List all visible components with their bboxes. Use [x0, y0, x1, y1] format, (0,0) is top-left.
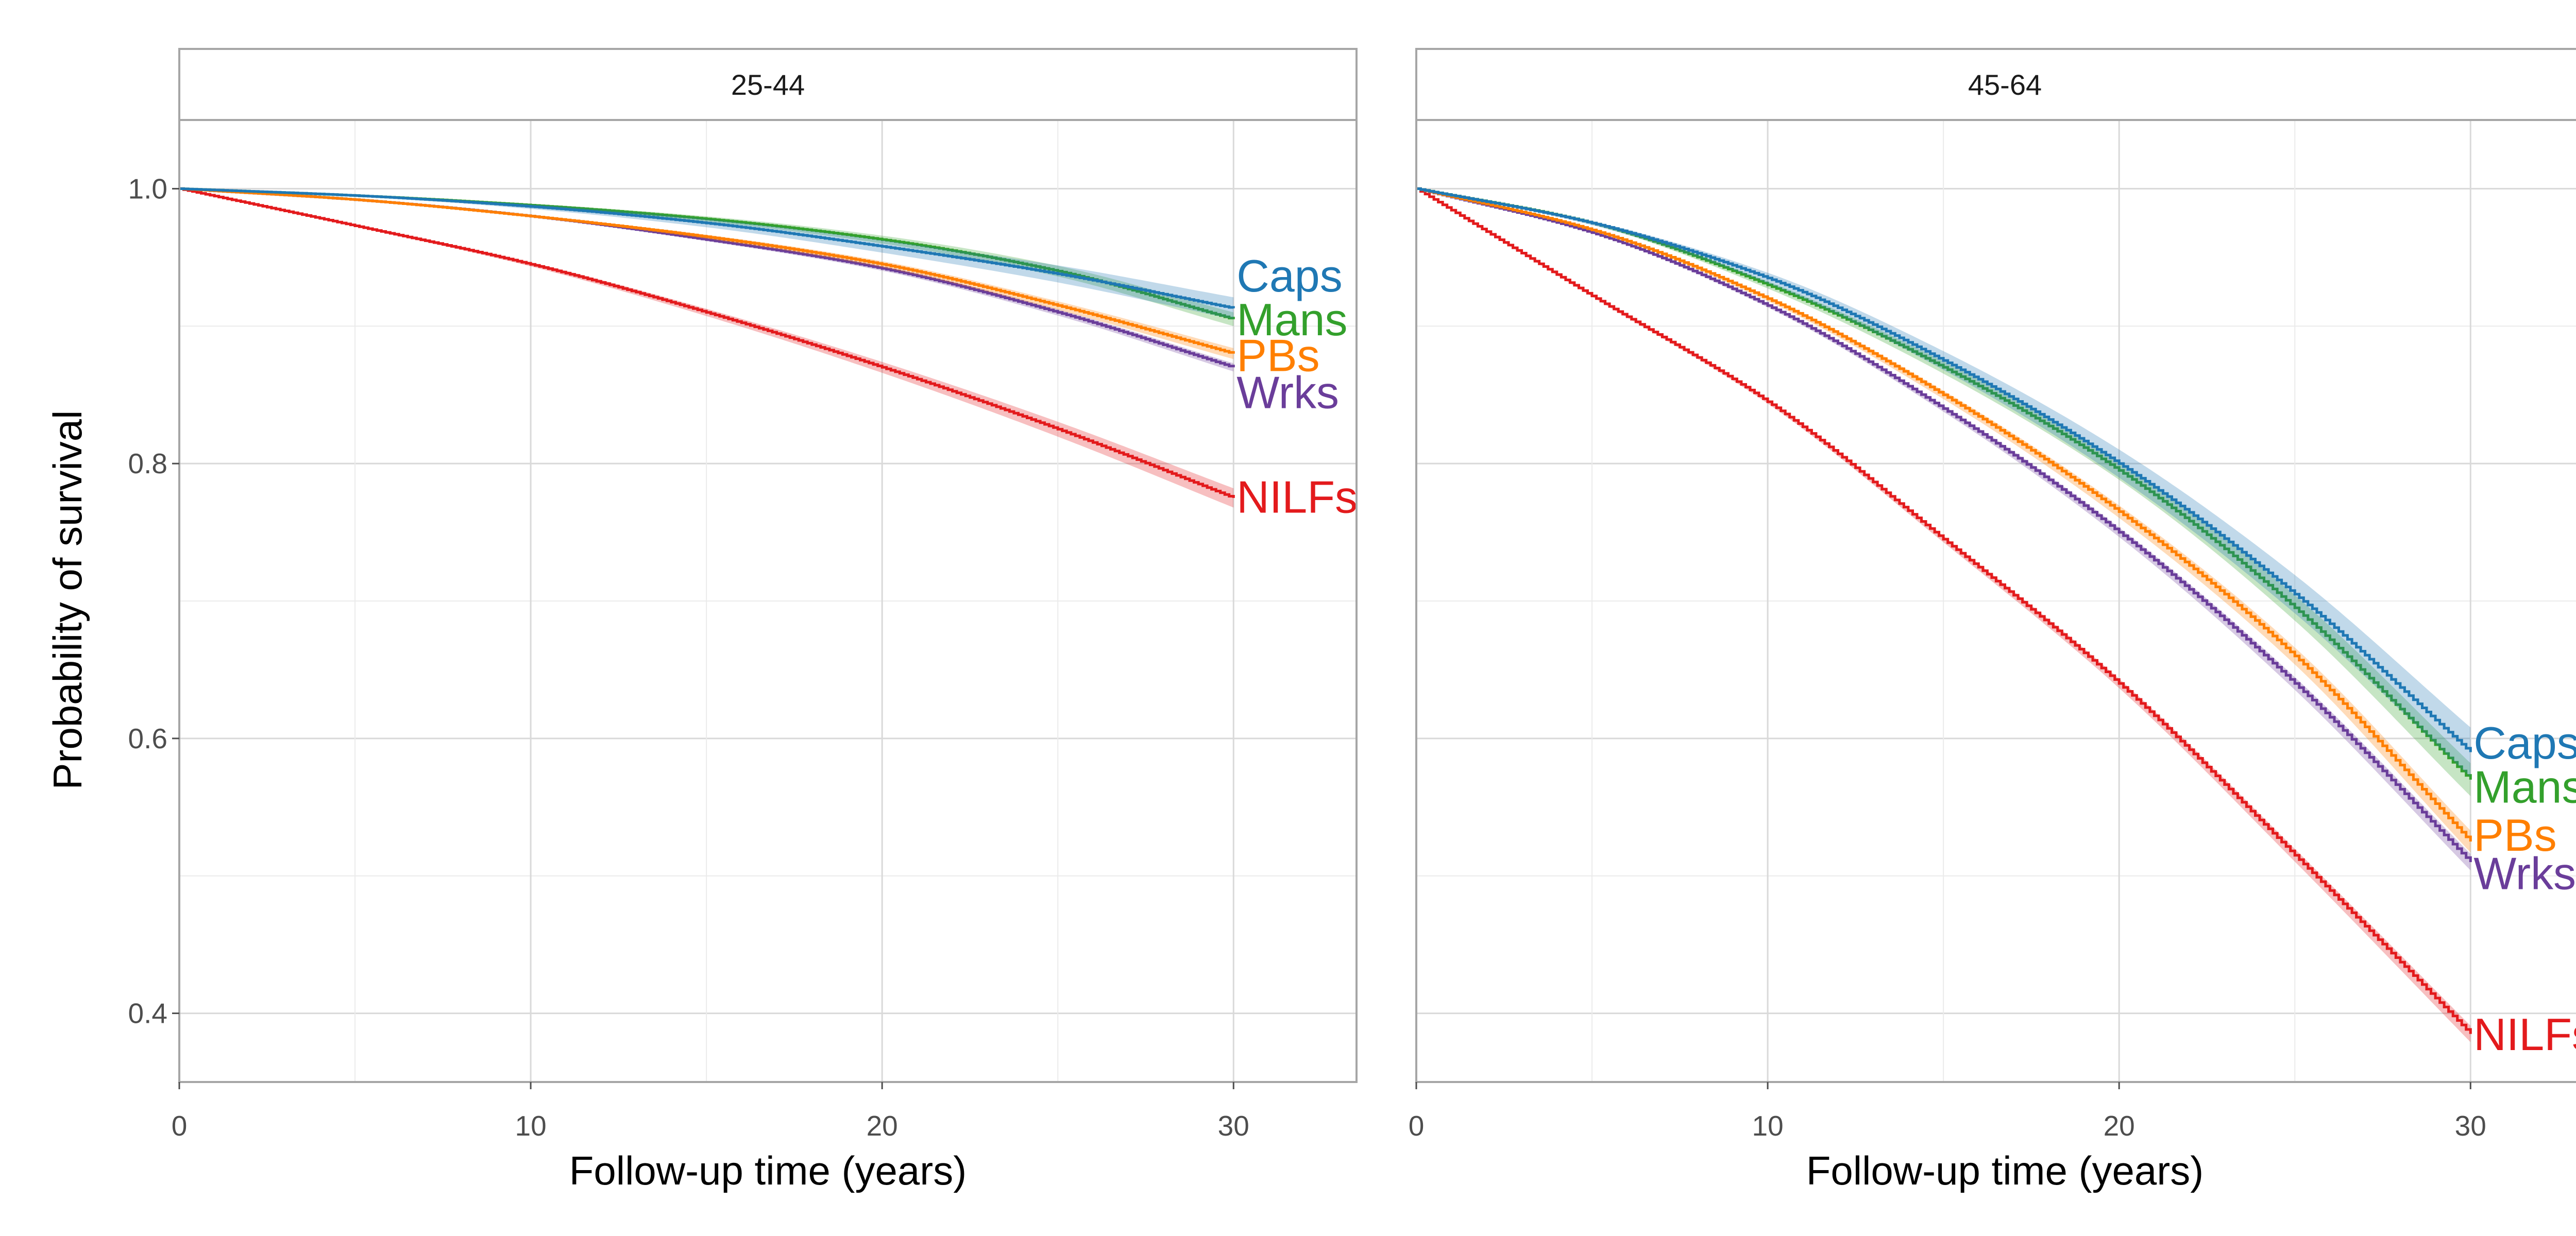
x-tick-label: 10	[515, 1110, 546, 1142]
series-label-caps: Caps	[2473, 717, 2576, 768]
series-label-caps: Caps	[1236, 250, 1342, 301]
survival-line-pbs	[1416, 187, 2472, 842]
series-label-nilfs: NILFs	[2473, 1009, 2576, 1060]
survival-line-pbs	[179, 187, 1235, 354]
series-label-pbs: PBs	[1236, 330, 1319, 381]
series-nilfs	[179, 187, 1235, 508]
series-caps	[1416, 187, 2472, 777]
x-tick-label: 0	[1409, 1110, 1425, 1142]
series-label-wrks: Wrks	[2473, 848, 2576, 899]
x-tick-label: 20	[867, 1110, 898, 1142]
survival-line-nilfs	[179, 187, 1235, 498]
x-tick-label: 10	[1752, 1110, 1783, 1142]
x-tick-label: 20	[2104, 1110, 2135, 1142]
y-tick-label: 0.4	[128, 998, 167, 1029]
x-tick-label: 0	[172, 1110, 188, 1142]
series-pbs	[1416, 187, 2472, 853]
x-tick-label: 30	[2455, 1110, 2486, 1142]
facet-strip	[1415, 48, 2576, 121]
y-axis-title: Probability of survival	[45, 410, 90, 790]
survival-line-wrks	[1416, 187, 2472, 862]
series-wrks	[1416, 187, 2472, 870]
series-nilfs	[1416, 187, 2472, 1042]
facet-strip	[178, 48, 1358, 121]
survival-line-nilfs	[1416, 187, 2472, 1034]
series-label-nilfs: NILFs	[1236, 471, 1358, 522]
y-tick-label: 0.8	[128, 448, 167, 479]
facet-title: 25-44	[731, 68, 805, 101]
x-axis-title: Follow-up time (years)	[569, 1148, 967, 1193]
y-tick-label: 1.0	[128, 173, 167, 204]
series-label-wrks: Wrks	[1236, 367, 1339, 418]
panel-border	[178, 119, 1358, 1083]
survival-line-caps	[179, 187, 1235, 309]
panel-border	[1415, 119, 2576, 1083]
series-label-mans: Mans	[2473, 762, 2576, 813]
series-caps	[179, 187, 1235, 319]
series-pbs	[179, 187, 1235, 359]
survival-line-caps	[1416, 187, 2472, 752]
x-tick-label: 30	[1218, 1110, 1249, 1142]
series-label-pbs: PBs	[2473, 810, 2556, 861]
facet-title: 45-64	[1968, 68, 2042, 101]
series-label-mans: Mans	[1236, 294, 1347, 345]
y-tick-label: 0.6	[128, 723, 167, 754]
x-axis-title: Follow-up time (years)	[1806, 1148, 2204, 1193]
